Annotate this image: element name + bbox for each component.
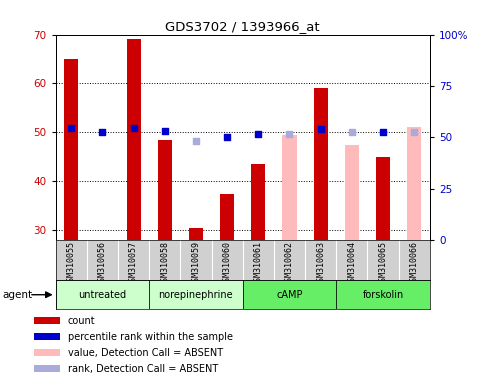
Point	[223, 134, 231, 141]
Bar	[34, 349, 60, 356]
Point	[129, 125, 137, 131]
Title: GDS3702 / 1393966_at: GDS3702 / 1393966_at	[165, 20, 320, 33]
Text: forskolin: forskolin	[362, 290, 404, 300]
Text: agent: agent	[2, 290, 32, 300]
Bar	[158, 140, 172, 240]
Point	[255, 131, 262, 137]
Text: GSM310066: GSM310066	[410, 241, 419, 286]
Text: percentile rank within the sample: percentile rank within the sample	[68, 331, 233, 342]
Text: GSM310060: GSM310060	[223, 241, 232, 286]
Text: GSM310061: GSM310061	[254, 241, 263, 286]
Point	[317, 126, 325, 132]
Point	[161, 128, 169, 134]
Bar	[283, 135, 297, 240]
Text: GSM310063: GSM310063	[316, 241, 325, 286]
Bar	[34, 317, 60, 324]
Bar	[376, 157, 390, 240]
Point	[348, 129, 356, 135]
Point	[379, 129, 387, 135]
Text: count: count	[68, 316, 95, 326]
Text: GSM310055: GSM310055	[67, 241, 76, 286]
Bar	[220, 194, 234, 240]
Text: GSM310057: GSM310057	[129, 241, 138, 286]
Text: norepinephrine: norepinephrine	[158, 290, 233, 300]
Bar	[242, 280, 336, 309]
Point	[192, 138, 200, 144]
Bar	[407, 127, 421, 240]
Bar	[127, 40, 141, 240]
Point	[411, 129, 418, 135]
Bar	[56, 280, 149, 309]
Text: GSM310065: GSM310065	[379, 241, 387, 286]
Bar	[251, 164, 265, 240]
Point	[99, 129, 106, 135]
Bar	[313, 88, 327, 240]
Point	[285, 131, 293, 137]
Text: rank, Detection Call = ABSENT: rank, Detection Call = ABSENT	[68, 364, 218, 374]
Text: value, Detection Call = ABSENT: value, Detection Call = ABSENT	[68, 348, 223, 358]
Bar	[336, 280, 430, 309]
Bar	[149, 280, 242, 309]
Text: GSM310059: GSM310059	[191, 241, 200, 286]
Text: GSM310056: GSM310056	[98, 241, 107, 286]
Text: GSM310062: GSM310062	[285, 241, 294, 286]
Point	[67, 125, 75, 131]
Bar	[64, 59, 78, 240]
Bar	[345, 145, 359, 240]
Text: cAMP: cAMP	[276, 290, 303, 300]
Bar	[34, 365, 60, 372]
Text: GSM310064: GSM310064	[347, 241, 356, 286]
Bar	[34, 333, 60, 340]
Bar	[189, 228, 203, 240]
Text: untreated: untreated	[78, 290, 127, 300]
Text: GSM310058: GSM310058	[160, 241, 169, 286]
